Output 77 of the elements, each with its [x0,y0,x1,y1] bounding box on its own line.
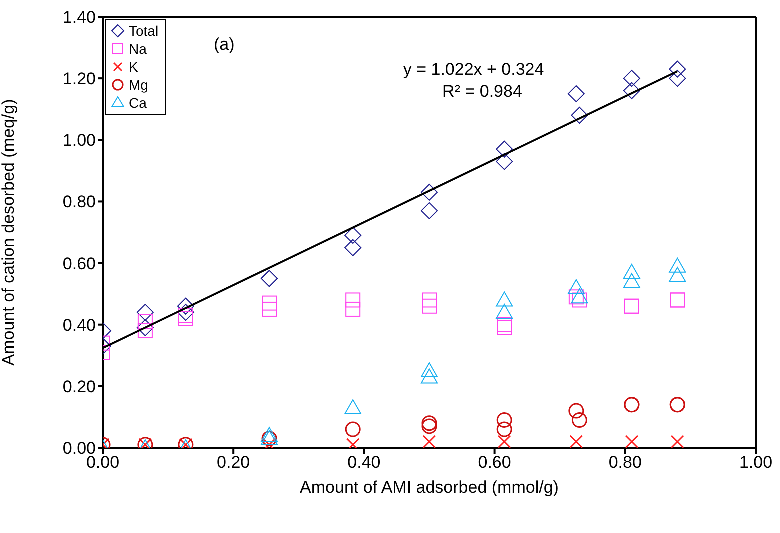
point [496,412,512,428]
y-tick-label: 0.40 [62,316,96,335]
point [421,202,438,220]
point [623,273,640,288]
x-axis-title: Amount of AMI adsorbed (mmol/g) [300,478,559,497]
point [496,304,514,320]
legend-label: Na [129,41,147,57]
point [136,304,154,322]
point [138,314,153,330]
point [344,227,362,244]
point [177,298,194,315]
point [422,292,437,308]
point [568,279,585,294]
point [422,416,438,432]
point [571,107,588,124]
y-axis-title: Amount of cation desorbed (meq/g) [0,99,18,366]
point [623,264,640,280]
point [422,435,436,448]
x-tick-label: 0.00 [86,453,120,472]
point [625,435,639,448]
point [568,403,584,419]
point [421,184,438,201]
point [496,422,512,438]
point [178,308,194,324]
annotation: y = 1.022x + 0.324 [403,60,544,80]
point [497,317,512,332]
point [422,298,437,314]
point [670,435,684,448]
legend-label: Total [129,23,159,39]
point [497,320,512,336]
x-tick-label: 0.60 [478,453,512,472]
point [262,296,278,311]
point [344,239,362,256]
legend-label: Ca [129,95,147,111]
x-tick-label: 0.40 [348,453,381,472]
y-tick-label: 1.40 [62,8,96,28]
point [572,292,588,308]
legend-label: Mg [129,77,148,93]
y-tick-label: 0.20 [62,377,96,396]
point [421,368,438,384]
point [669,267,686,282]
x-tick-label: 0.80 [608,453,642,472]
point [669,258,686,273]
point [572,412,588,428]
point [496,140,514,158]
x-tick-label: 1.00 [739,453,773,472]
annotation: R² = 0.984 [442,82,522,102]
y-tick-label: 1.20 [62,70,96,89]
point [345,422,361,438]
point [261,427,278,442]
point [623,82,640,100]
point [344,399,362,414]
y-tick-label: 0.80 [62,192,96,212]
legend-label: K [129,59,138,75]
point [568,290,584,305]
point [623,70,640,88]
point [346,302,361,317]
point [421,362,438,378]
point [346,292,361,308]
point [570,435,584,448]
point [136,319,154,336]
point [496,292,514,307]
point [571,288,588,304]
point [422,418,438,434]
y-tick-label: 1.00 [62,131,96,150]
point [669,70,686,88]
x-tick-label: 0.20 [217,453,250,472]
y-tick-label: 0.60 [62,254,96,274]
point [178,311,194,326]
point [177,304,194,322]
point [669,60,686,78]
point [138,324,153,339]
point [496,153,514,170]
point [498,435,512,448]
point [568,85,585,102]
point [262,302,278,317]
annotation: (a) [214,35,235,56]
